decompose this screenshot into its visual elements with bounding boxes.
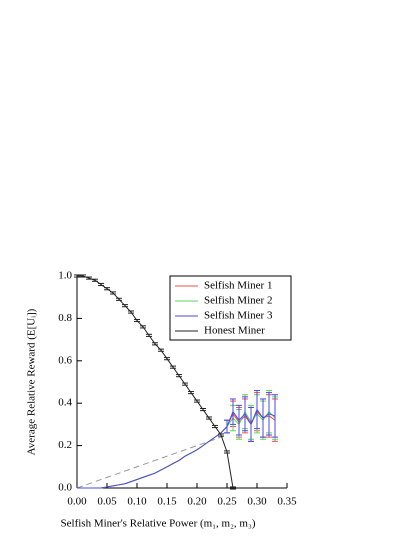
error-bar [176,374,182,378]
error-bar [104,287,110,291]
x-tick-label: 0.20 [187,496,207,508]
error-bar [152,342,158,346]
error-bar [158,348,164,352]
error-bar [212,424,218,429]
legend-label: Selfish Miner 1 [204,280,272,292]
legend-label: Honest Miner [204,325,265,337]
y-tick-label: 1.0 [58,270,72,282]
legend-box [169,275,292,341]
error-bar [128,310,134,314]
series-line [77,408,276,489]
error-bar [224,419,230,434]
error-bar [80,274,86,278]
y-tick-label: 0.6 [58,354,72,366]
error-bar [194,399,200,403]
error-bar [164,357,170,361]
error-bar [122,304,128,308]
error-bar [170,365,176,369]
x-tick-label: 0.00 [67,496,87,508]
y-tick-label: 0.4 [58,397,72,409]
error-bar [74,274,80,278]
error-bar [242,396,248,432]
y-tick-label: 0.8 [58,312,72,324]
x-tick-label: 0.30 [247,496,267,508]
y-tick-label: 0.2 [58,439,72,451]
y-axis-label: Average Relative Reward (E[Uᵢ]) [26,308,38,455]
y-tick-label: 0.0 [58,482,72,494]
x-tick-label: 0.35 [277,496,297,508]
error-bar [236,404,242,436]
error-bar [92,278,98,282]
error-bar [206,416,212,420]
error-bar [224,450,230,454]
x-tick-label: 0.15 [157,496,177,508]
error-bar [200,408,206,412]
legend-label: Selfish Miner 2 [204,295,272,307]
error-bar [218,433,224,437]
error-bar [248,406,254,442]
error-bar [230,398,236,425]
x-axis-label: Selfish Miner's Relative Power (m₁, m₂, … [61,518,256,530]
error-bar [272,394,278,438]
error-bar [254,389,260,430]
error-bar [116,297,122,301]
error-bar [98,282,104,287]
x-tick-label: 0.10 [127,496,147,508]
error-bar [188,391,194,395]
error-bar [110,291,116,295]
error-bar [260,398,266,438]
x-tick-label: 0.05 [97,496,117,508]
legend-label: Selfish Miner 3 [204,310,273,322]
error-bar [134,318,140,323]
x-tick-label: 0.25 [217,496,237,508]
reference-line [76,434,229,489]
error-bar [182,382,188,386]
error-bar [146,333,152,337]
error-bar [86,276,92,280]
error-bar [230,486,236,490]
error-bar [266,392,272,436]
error-bar [140,325,146,329]
